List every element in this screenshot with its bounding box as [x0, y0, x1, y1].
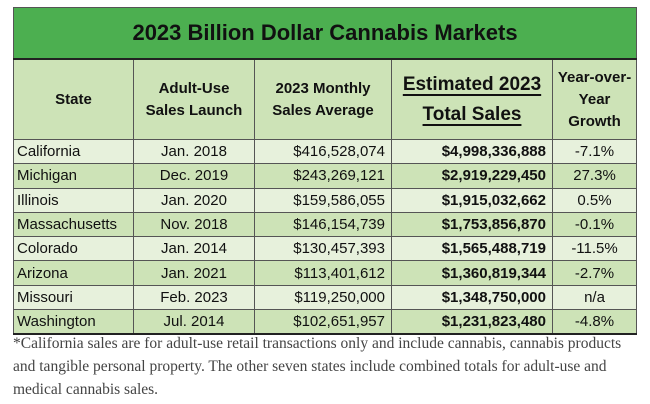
- cell-monthly: $159,586,055: [254, 187, 392, 213]
- table-row: Colorado Jan. 2014 $130,457,393 $1,565,488,…: [13, 236, 638, 262]
- cell-launch: Jan. 2021: [133, 260, 255, 286]
- cell-total: $4,998,336,888: [391, 138, 553, 165]
- cell-growth: n/a: [551, 284, 638, 311]
- cell-launch: Jul. 2014: [133, 309, 255, 336]
- cell-state: Washington: [13, 309, 134, 336]
- cell-total: $1,915,032,662: [391, 187, 553, 213]
- cell-launch: Nov. 2018: [133, 211, 255, 238]
- cell-launch: Dec. 2019: [133, 163, 255, 189]
- cell-launch: Jan. 2014: [133, 236, 255, 262]
- cell-total: $1,360,819,344: [391, 260, 553, 286]
- header-monthly-average: 2023 Monthly Sales Average: [254, 58, 392, 140]
- cell-state: Illinois: [13, 187, 134, 213]
- cell-total: $1,348,750,000: [391, 284, 553, 311]
- header-total-sales: Estimated 2023 Total Sales: [391, 58, 553, 140]
- footnote: *California sales are for adult-use reta…: [13, 335, 622, 398]
- cell-total: $1,231,823,480: [391, 309, 553, 336]
- table-row: California Jan. 2018 $416,528,074 $4,998,33…: [13, 138, 638, 165]
- cell-state: Arizona: [13, 260, 134, 286]
- cell-growth: -0.1%: [551, 211, 638, 238]
- table-row: Washington Jul. 2014 $102,651,957 $1,231,82…: [13, 309, 638, 336]
- cell-monthly: $130,457,393: [254, 236, 392, 262]
- cell-launch: Jan. 2018: [133, 138, 255, 165]
- cell-growth: -4.8%: [551, 309, 638, 336]
- cell-state: Massachusetts: [13, 211, 134, 238]
- table-row: Arizona Jan. 2021 $113,401,612 $1,360,819,3…: [13, 260, 638, 286]
- cell-growth: -2.7%: [551, 260, 638, 286]
- cell-total: $1,753,856,870: [391, 211, 553, 238]
- cell-monthly: $113,401,612: [254, 260, 392, 286]
- cell-growth: -7.1%: [551, 138, 638, 165]
- table-row: Massachusetts Nov. 2018 $146,154,739 $1,753…: [13, 211, 638, 238]
- cell-total: $2,919,229,450: [391, 163, 553, 189]
- cell-launch: Feb. 2023: [133, 284, 255, 311]
- table-title: 2023 Billion Dollar Cannabis Markets: [12, 7, 638, 60]
- cell-monthly: $102,651,957: [254, 309, 392, 336]
- cell-total: $1,565,488,719: [391, 236, 553, 262]
- cell-monthly: $416,528,074: [254, 138, 392, 165]
- table-row: Michigan Dec. 2019 $243,269,121 $2,919,229,…: [13, 163, 638, 189]
- cell-monthly: $146,154,739: [254, 211, 392, 238]
- cell-growth: -11.5%: [551, 236, 638, 262]
- cell-launch: Jan. 2020: [133, 187, 255, 213]
- header-state: State: [13, 58, 134, 140]
- cannabis-markets-table: 2023 Billion Dollar Cannabis Markets Sta…: [12, 7, 638, 336]
- cell-state: Michigan: [13, 163, 134, 189]
- header-yoy-growth: Year-over- Year Growth: [551, 58, 638, 140]
- cell-growth: 0.5%: [551, 187, 638, 213]
- table-row: Illinois Jan. 2020 $159,586,055 $1,915,032,…: [13, 187, 638, 213]
- cell-state: California: [13, 138, 134, 165]
- header-sales-launch: Adult-Use Sales Launch: [133, 58, 255, 140]
- table-row: Missouri Feb. 2023 $119,250,000 $1,348,750,…: [13, 284, 638, 311]
- cell-state: Missouri: [13, 284, 134, 311]
- cell-monthly: $119,250,000: [254, 284, 392, 311]
- cell-state: Colorado: [13, 236, 134, 262]
- cell-monthly: $243,269,121: [254, 163, 392, 189]
- cell-growth: 27.3%: [551, 163, 638, 189]
